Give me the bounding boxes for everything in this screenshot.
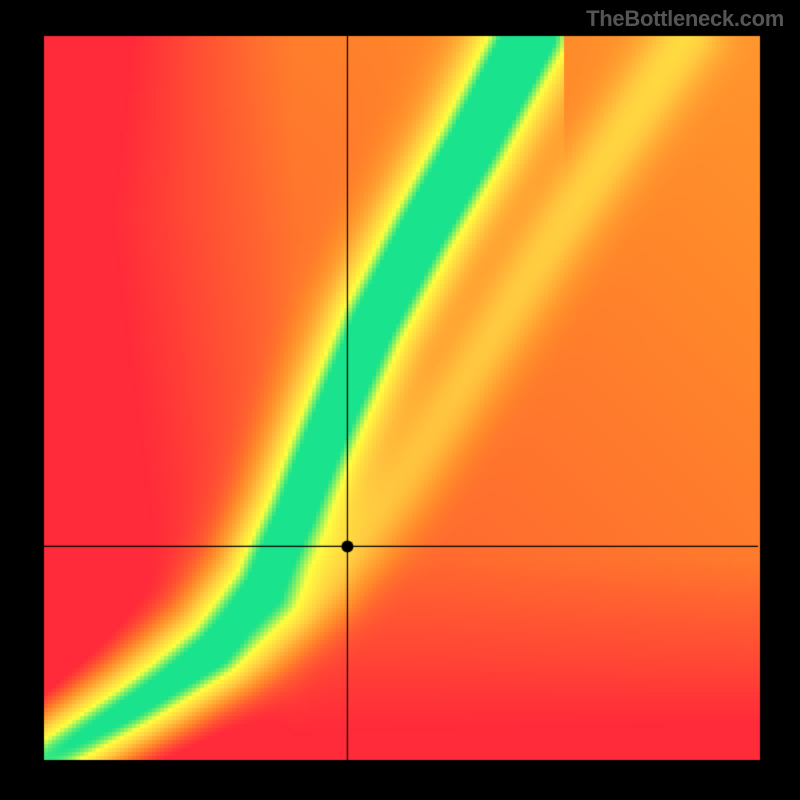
- watermark-text: TheBottleneck.com: [586, 6, 784, 32]
- chart-container: TheBottleneck.com: [0, 0, 800, 800]
- bottleneck-heatmap: [0, 0, 800, 800]
